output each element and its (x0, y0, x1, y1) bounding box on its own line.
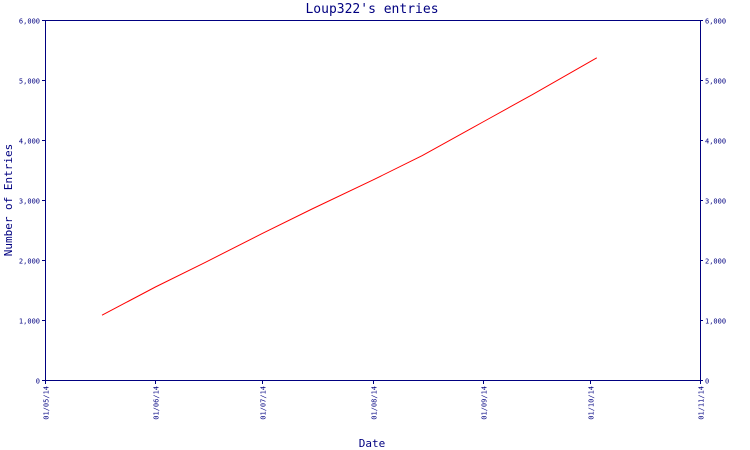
x-tick-label: 01/05/14 (43, 386, 51, 420)
y-tick-label-right: 2,000 (705, 258, 726, 266)
x-tick-label: 01/06/14 (153, 386, 161, 420)
x-tick-label: 01/09/14 (481, 386, 489, 420)
y-axis-label: Number of Entries (2, 144, 15, 257)
y-tick-label-right: 5,000 (705, 78, 726, 86)
plot-frame (45, 20, 701, 381)
series-line (101, 57, 598, 316)
y-tick-label-left: 2,000 (19, 258, 40, 266)
y-tick-label-left: 4,000 (19, 138, 40, 146)
y-tick-label-right: 1,000 (705, 318, 726, 326)
series-layer (101, 57, 598, 316)
x-tick-label: 01/11/14 (698, 386, 706, 420)
y-tick-label-left: 6,000 (19, 18, 40, 26)
y-axis-left: 0 1,000 2,000 3,000 4,000 5,000 6,000 (19, 18, 45, 386)
y-tick-label-right: 3,000 (705, 198, 726, 206)
chart-title: Loup322's entries (305, 2, 438, 17)
x-tick-label: 01/07/14 (260, 386, 268, 420)
x-axis-label: Date (359, 437, 386, 450)
y-axis-right: 0 1,000 2,000 3,000 4,000 5,000 6,000 (700, 18, 726, 386)
y-tick-label-right: 6,000 (705, 18, 726, 26)
x-tick-label: 01/10/14 (588, 386, 596, 420)
x-axis: 01/05/14 01/06/14 01/07/14 01/08/14 01/09/14… (43, 380, 706, 420)
y-tick-label-left: 0 (36, 378, 40, 386)
y-tick-label-right: 4,000 (705, 138, 726, 146)
y-tick-label-left: 5,000 (19, 78, 40, 86)
y-tick-label-right: 0 (705, 378, 709, 386)
y-tick-label-left: 1,000 (19, 318, 40, 326)
y-tick-label-left: 3,000 (19, 198, 40, 206)
x-tick-label: 01/08/14 (371, 386, 379, 420)
